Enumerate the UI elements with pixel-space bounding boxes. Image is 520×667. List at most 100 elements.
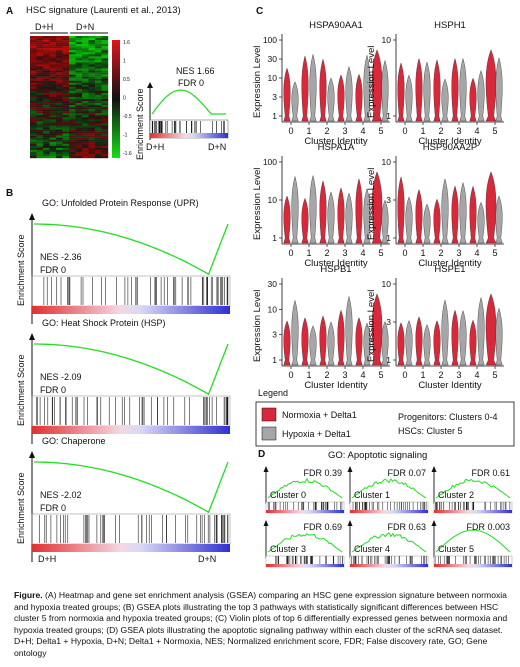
heatmap-cell — [30, 64, 37, 67]
heatmap-cell — [49, 131, 57, 134]
heatmap-cell — [56, 103, 63, 106]
heatmap-cell — [88, 109, 96, 112]
heatmap-cell — [82, 155, 89, 159]
heatmap-cell — [62, 36, 70, 39]
heatmap-cell — [75, 107, 83, 110]
heatmap-cell — [49, 143, 57, 146]
heatmap-cell — [56, 74, 63, 77]
heatmap-cell — [30, 54, 37, 57]
heatmap-cell — [62, 60, 70, 63]
rank-bar — [32, 544, 230, 552]
heatmap-cell — [88, 121, 96, 124]
heatmap-cell — [56, 52, 63, 55]
heatmap-cell — [62, 97, 70, 100]
heatmap-cell — [43, 155, 50, 159]
heatmap-cell — [62, 38, 70, 41]
heatmap-cell — [43, 84, 50, 88]
legend-swatch-hypoxia — [261, 426, 277, 441]
heatmap-cell — [88, 151, 96, 155]
violin-xlabel: Cluster Identity — [418, 258, 482, 269]
heatmap-cell — [69, 103, 76, 106]
heatmap-cell — [88, 60, 96, 63]
heatmap-cell — [36, 78, 44, 81]
heatmap-cell — [82, 141, 89, 144]
heatmap-cell — [36, 141, 44, 144]
violin-hypoxia — [327, 321, 335, 366]
heatmap-cell — [88, 82, 96, 85]
heatmap-cell — [75, 155, 83, 159]
heatmap-cell — [30, 50, 37, 53]
heatmap-cell — [95, 101, 102, 104]
heatmap-cell — [82, 68, 89, 71]
heatmap-cell — [36, 64, 44, 67]
heatmap-cell — [36, 82, 44, 85]
heatmap-cell — [101, 143, 109, 146]
legend-note-progenitors: Progenitors: Clusters 0-4 — [398, 412, 498, 422]
heatmap-cell — [69, 97, 76, 100]
legend-swatch-normoxia — [261, 407, 277, 422]
violin-normoxia — [283, 67, 291, 122]
heatmap-cell — [88, 113, 96, 116]
violin-hypoxia — [309, 174, 317, 244]
heatmap-cell — [49, 151, 57, 155]
heatmap-cell — [75, 147, 83, 151]
heatmap-cell — [88, 143, 96, 146]
heatmap-cell — [95, 80, 102, 83]
violin-hypoxia — [405, 74, 413, 122]
heatmap-cell — [75, 151, 83, 155]
heatmap-cell — [75, 82, 83, 85]
heatmap-cell — [69, 115, 76, 118]
heatmap-cell — [30, 66, 37, 69]
heatmap-cell — [75, 62, 83, 65]
heatmap-cell — [56, 86, 63, 90]
heatmap-cell — [36, 50, 44, 53]
violin-hypoxia — [477, 296, 485, 366]
heatmap-cell — [56, 94, 63, 98]
heatmap-cell — [88, 131, 96, 134]
heatmap-cell — [62, 94, 70, 98]
heatmap-cell — [62, 78, 70, 81]
mini-rank-bar — [266, 510, 344, 513]
violin-hypoxia — [363, 54, 371, 122]
violin-normoxia — [355, 178, 363, 244]
heatmap-cell — [82, 88, 89, 92]
violin-hypoxia — [291, 299, 299, 366]
y-tick-label: 1 — [272, 111, 277, 121]
heatmap-cell — [101, 111, 109, 114]
heatmap-cell — [62, 119, 70, 122]
x-tick-label: 1 — [420, 126, 425, 136]
x-tick-label: 2 — [324, 248, 329, 258]
heatmap-cell — [75, 50, 83, 53]
heatmap-cell — [43, 72, 50, 75]
legend-title: Legend — [258, 388, 288, 398]
heatmap-cell — [36, 88, 44, 92]
heatmap-cell — [88, 105, 96, 108]
heatmap-cell — [101, 40, 109, 43]
heatmap-cell — [95, 133, 102, 136]
mini-enrichment-curve — [351, 478, 427, 499]
x-tick-label: 0 — [402, 248, 407, 258]
heatmap-cell — [49, 50, 57, 53]
heatmap-cell — [30, 127, 37, 130]
x-tick-label: 0 — [288, 126, 293, 136]
heatmap-cell — [43, 48, 50, 51]
heatmap-cell — [43, 88, 50, 92]
heatmap-cell — [43, 145, 50, 149]
heatmap-cell — [43, 147, 50, 151]
heatmap-cell — [49, 149, 57, 153]
heatmap-cell — [36, 119, 44, 122]
heatmap-cell — [62, 66, 70, 69]
heatmap-cell — [43, 46, 50, 49]
heatmap-cell — [56, 56, 63, 59]
heatmap-cell — [101, 141, 109, 144]
y-tick-label: 1 — [386, 355, 391, 365]
heatmap-cell — [43, 80, 50, 83]
heatmap-cell — [88, 56, 96, 59]
heatmap-cell — [82, 135, 89, 138]
hits — [43, 277, 229, 305]
figure-canvas: A HSC signature (Laurenti et al., 2013) … — [6, 5, 515, 568]
heatmap-cell — [62, 143, 70, 146]
heatmap-cell — [69, 88, 76, 92]
heatmap-cell — [36, 125, 44, 128]
legend-note-hscs: HSCs: Cluster 5 — [398, 426, 463, 436]
